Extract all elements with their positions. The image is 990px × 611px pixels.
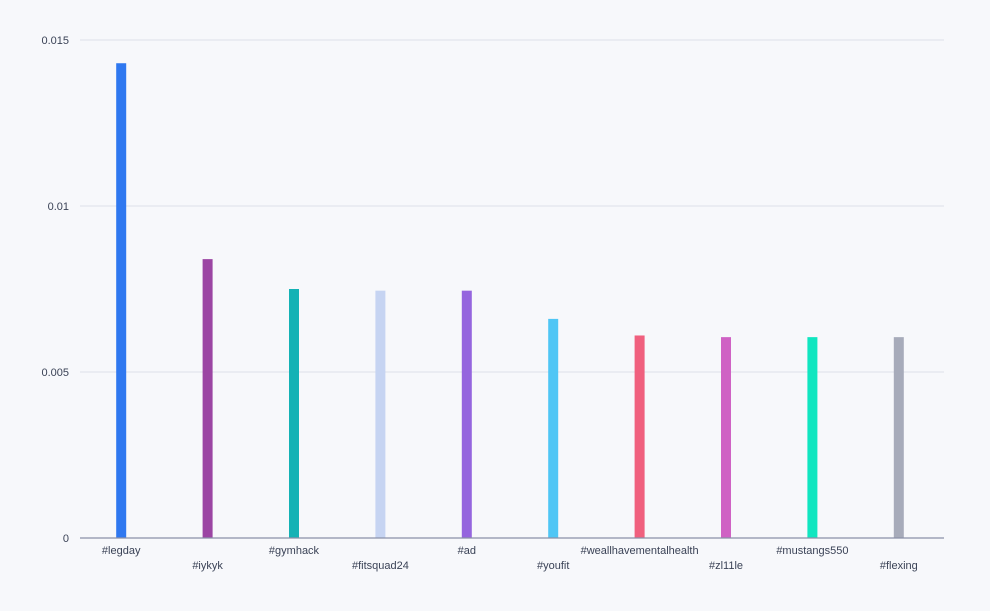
- gridlines: [80, 39, 944, 373]
- bar: [116, 63, 127, 539]
- y-tick-labels: 0 0.005 0.01 0.015: [41, 35, 69, 545]
- x-tick-label: #zl11le: [709, 560, 743, 572]
- bar: [289, 289, 299, 538]
- x-tick-label: #weallhavementalhealth: [581, 545, 699, 557]
- x-tick-label: #mustangs550: [776, 545, 848, 557]
- bar: [375, 290, 386, 538]
- x-tick-label: #legday: [102, 545, 141, 557]
- bar: [634, 335, 645, 538]
- x-tick-label: #youfit: [537, 560, 569, 572]
- x-tick-labels: #legday #iykyk #gymhack #fitsquad24 #ad #youf…: [102, 545, 918, 572]
- bar: [807, 337, 818, 538]
- y-tick-label: 0.01: [48, 201, 69, 213]
- bar: [721, 337, 731, 538]
- y-tick-label: 0: [63, 533, 69, 545]
- bar: [202, 259, 213, 538]
- x-tick-label: #iykyk: [192, 560, 223, 572]
- x-tick-label: #flexing: [880, 560, 918, 572]
- y-tick-label: 0.015: [41, 35, 69, 47]
- x-tick-label: #fitsquad24: [352, 560, 409, 572]
- bars: [116, 63, 904, 539]
- bar: [548, 318, 559, 538]
- y-tick-label: 0.005: [41, 367, 69, 379]
- bar: [461, 290, 472, 538]
- x-tick-label: #gymhack: [269, 545, 320, 557]
- bar: [893, 337, 904, 538]
- x-tick-label: #ad: [458, 545, 476, 557]
